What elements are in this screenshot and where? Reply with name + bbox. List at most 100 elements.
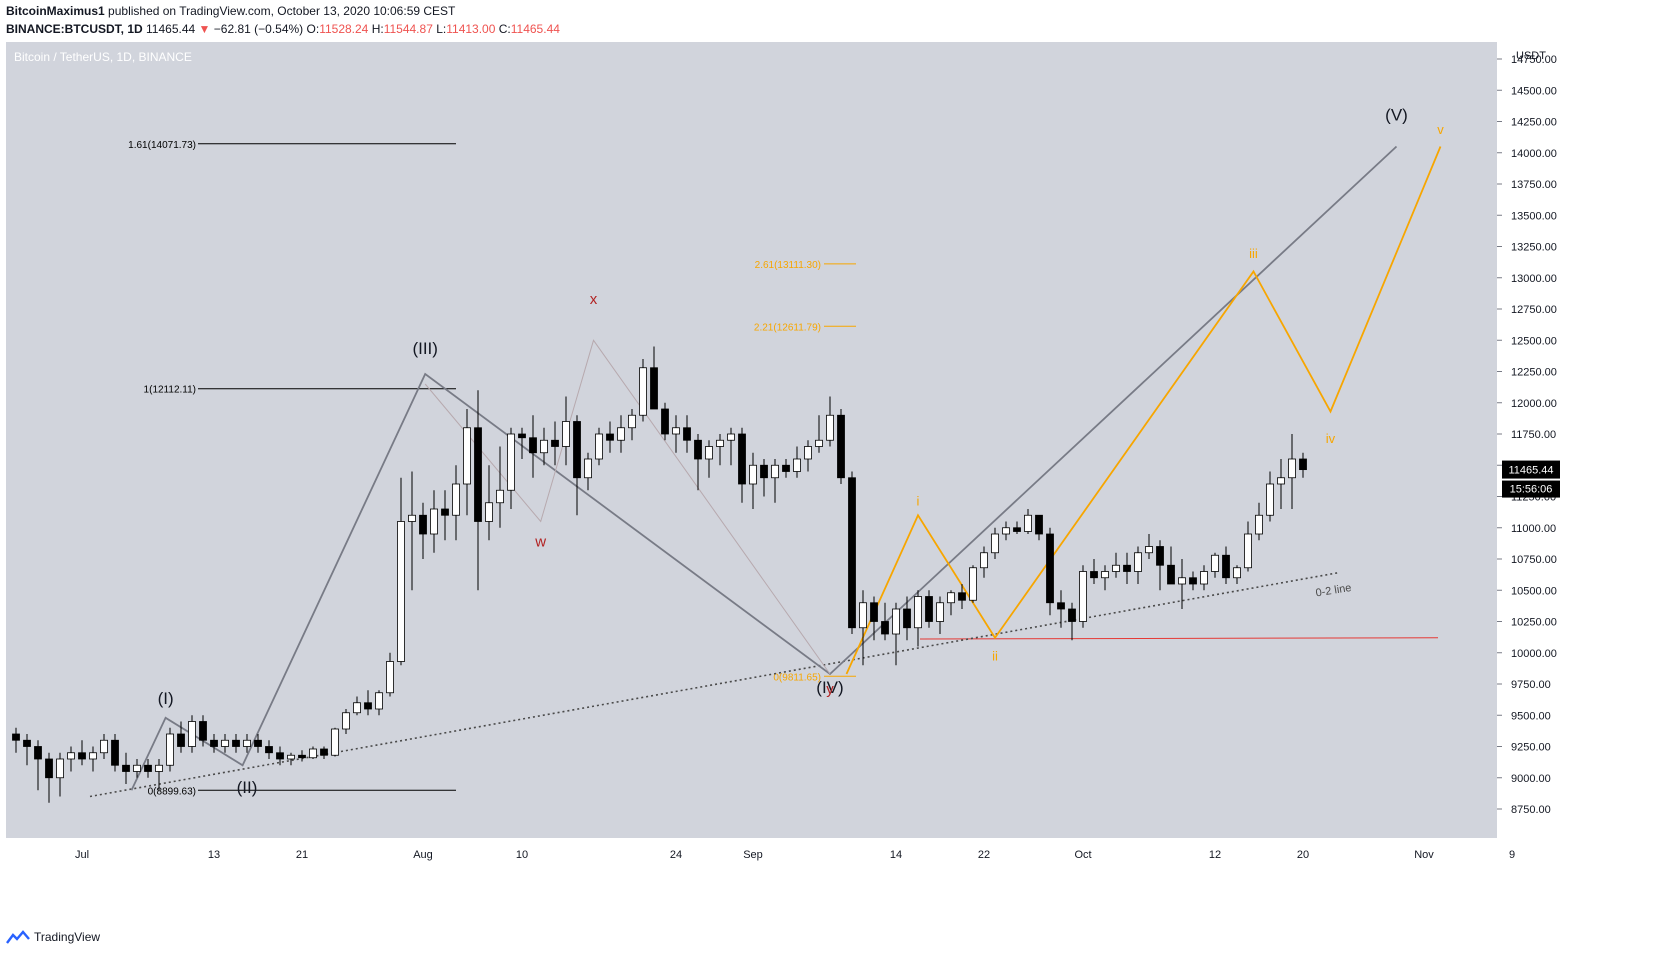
minor-wave-label: v	[1437, 122, 1444, 137]
candle-body	[452, 483, 460, 516]
plot-background	[6, 42, 1497, 838]
candle-body	[859, 602, 867, 629]
high-value: 11544.87	[383, 22, 433, 36]
change-value: −62.81 (−0.54%)	[213, 22, 304, 36]
candles	[12, 346, 1307, 803]
zero-two-line	[89, 571, 1339, 798]
time-tick-label: 10	[516, 849, 528, 861]
candle-body	[463, 427, 471, 485]
candle-body	[672, 427, 680, 435]
fib-level-label: 0(8899.63)	[148, 786, 196, 797]
primary-wave-path	[130, 145, 1398, 791]
candle-body	[397, 521, 405, 662]
candle-body	[562, 421, 570, 447]
price-tick-label: 12500.00	[1511, 335, 1557, 347]
candle-body	[23, 739, 31, 747]
candle-body	[364, 702, 372, 710]
price-tick-label: 13500.00	[1511, 210, 1557, 222]
candle-body	[1068, 608, 1076, 622]
time-axis[interactable]: Jul 13 21 Aug 10 24 Sep 14 22 Oct 12 20 Nov 9	[75, 849, 1515, 861]
candle-body	[1057, 602, 1065, 610]
candle-body	[331, 728, 339, 756]
time-axis-background	[6, 838, 1657, 868]
price-tick-label: 10750.00	[1511, 554, 1557, 566]
primary-wave-label: (III)	[412, 339, 438, 358]
candle-body	[771, 464, 779, 479]
candle-body	[1101, 571, 1109, 579]
candle-body	[133, 764, 141, 772]
candle-body	[485, 502, 493, 522]
brand-name[interactable]: TradingView	[34, 930, 101, 944]
candle-body	[1222, 554, 1230, 579]
primary-wave-label: (IV)	[816, 678, 843, 697]
candle-body	[727, 433, 735, 441]
price-axis[interactable]: 8750.00 9000.00 9250.00 9500.00 9750.00 10000…	[1497, 54, 1557, 816]
time-tick-label: 24	[670, 849, 682, 861]
candle-body	[969, 567, 977, 601]
candle-body	[716, 439, 724, 447]
candle-body	[1200, 571, 1208, 585]
time-tick-label: Aug	[413, 849, 433, 861]
price-tick-label: 14000.00	[1511, 148, 1557, 160]
candle-body	[419, 514, 427, 535]
candle-body	[1266, 483, 1274, 516]
candle-body	[1002, 527, 1010, 535]
chart-area[interactable]: Bitcoin / TetherUS, 1D, BINANCE USDT 875…	[6, 42, 1657, 928]
close-label: C:	[498, 22, 511, 36]
change-arrow-icon: ▼	[198, 22, 211, 36]
low-label: L:	[436, 22, 447, 36]
fib-level-label: 2.21(12611.79)	[754, 322, 821, 333]
candle-body	[573, 421, 581, 479]
candle-body	[408, 514, 416, 522]
candle-body	[1123, 564, 1131, 572]
price-tick-label: 9500.00	[1511, 710, 1551, 722]
candle-body	[375, 692, 383, 710]
candle-body	[1211, 554, 1219, 572]
candle-body	[749, 464, 757, 485]
candle-body	[12, 733, 20, 741]
candle-body	[540, 439, 548, 454]
candle-body	[705, 446, 713, 460]
candle-body	[694, 439, 702, 460]
close-value: 11465.44	[510, 22, 560, 36]
candle-body	[892, 608, 900, 635]
candle-body	[1244, 533, 1252, 569]
price-tick-label: 10500.00	[1511, 585, 1557, 597]
chart-title: Bitcoin / TetherUS, 1D, BINANCE	[14, 50, 192, 64]
last-price: 11465.44	[146, 22, 196, 36]
axis-background	[1497, 42, 1657, 838]
candle-body	[925, 596, 933, 622]
candle-body	[617, 427, 625, 441]
primary-wave-label: (V)	[1385, 105, 1408, 124]
fib-level-label: 0(9811.65)	[773, 672, 821, 683]
candle-body	[848, 477, 856, 629]
candle-body	[914, 596, 922, 629]
candle-body	[661, 408, 669, 435]
minor-wave-label: ii	[992, 648, 998, 663]
candle-body	[177, 733, 185, 747]
candle-body	[793, 458, 801, 472]
minor-wave-label: iv	[1326, 431, 1336, 446]
high-label: H:	[371, 22, 384, 36]
candle-body	[1255, 514, 1263, 535]
candle-body	[309, 748, 317, 759]
tradingview-logo-icon	[6, 930, 30, 944]
candle-body	[496, 489, 504, 504]
candle-body	[1299, 458, 1307, 471]
time-tick-label: 22	[978, 849, 990, 861]
publisher-name[interactable]: BitcoinMaximus1	[6, 4, 105, 18]
price-tick-label: 8750.00	[1511, 804, 1551, 816]
price-tick-label: 14750.00	[1511, 54, 1557, 66]
time-tick-label: 14	[890, 849, 902, 861]
footer: TradingView	[6, 930, 100, 944]
candle-body	[1134, 552, 1142, 572]
candle-body	[782, 464, 790, 472]
candle-body	[760, 464, 768, 479]
price-chart[interactable]: Bitcoin / TetherUS, 1D, BINANCE USDT 875…	[6, 42, 1657, 928]
candle-body	[122, 764, 130, 772]
candle-body	[430, 508, 438, 535]
time-tick-label: 9	[1509, 849, 1515, 861]
fib-level-label: 1(12112.11)	[144, 385, 196, 396]
price-tick-label: 10250.00	[1511, 617, 1557, 629]
